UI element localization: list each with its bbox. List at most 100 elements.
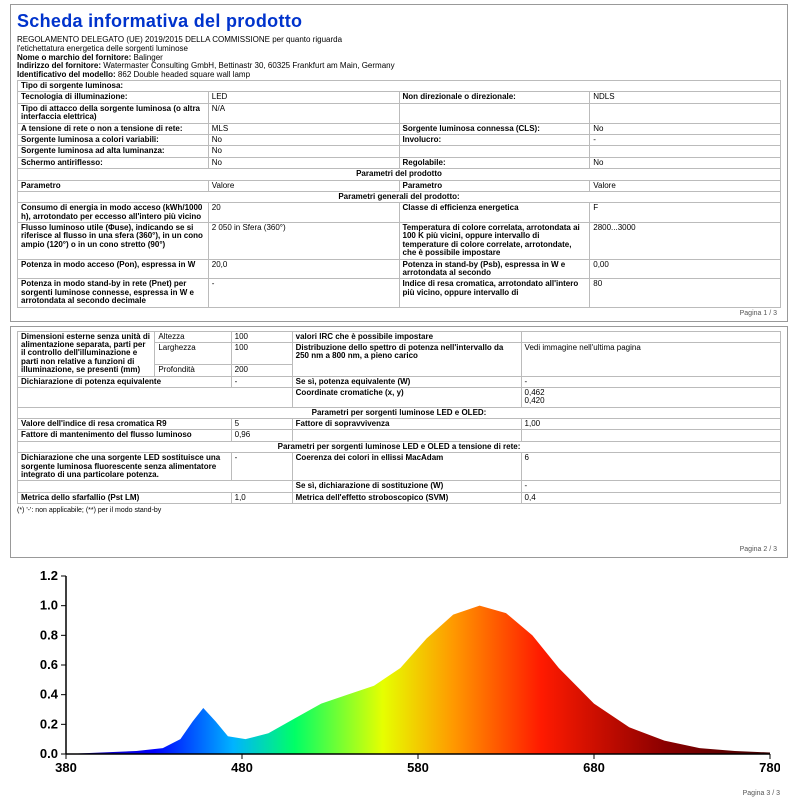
v-lbl-2: Valore: [590, 180, 781, 191]
dim-label: Dimensioni esterne senza unità di alimen…: [18, 331, 155, 376]
supplier-value: Balinger: [133, 53, 162, 62]
doc-title: Scheda informativa del prodotto: [17, 9, 781, 36]
svg-text:0.4: 0.4: [40, 687, 59, 702]
fm-val: 0,96: [231, 430, 292, 441]
tech-label: Tecnologia di illuminazione:: [18, 92, 209, 103]
svg-text:680: 680: [583, 760, 605, 775]
peq2-val: -: [521, 376, 780, 387]
alta-label: Sorgente luminosa ad alta luminanza:: [18, 146, 209, 157]
mac2-label: Se sì, dichiarazione di sostituzione (W): [292, 481, 521, 492]
peq-val: -: [231, 376, 292, 387]
address-label: Indirizzo del fornitore:: [17, 61, 101, 70]
coord-label: Coordinate cromatiche (x, y): [292, 387, 521, 407]
psb2-label: Potenza in modo stand-by in rete (Pnet) …: [18, 279, 209, 307]
supplier-label: Nome o marchio del fornitore:: [17, 53, 131, 62]
att-val: N/A: [208, 103, 399, 123]
lar-val: 100: [231, 342, 292, 364]
ledrete-section: Parametri per sorgenti luminose LED e OL…: [18, 441, 781, 452]
svm-val: 0,4: [521, 492, 780, 503]
att-label: Tipo di attacco della sorgente luminosa …: [18, 103, 209, 123]
svg-text:380: 380: [55, 760, 77, 775]
cls-val: No: [590, 123, 781, 134]
spectrum-svg: 0.0 0.2 0.4 0.6 0.8 1.0 1.2 380 480 580 680 780: [20, 568, 780, 778]
pon-val: 20,0: [208, 259, 399, 279]
fluor-val: -: [231, 453, 292, 481]
v-lbl-1: Valore: [208, 180, 399, 191]
model-value: 862 Double headed square wall lamp: [118, 70, 250, 79]
mac2-val: -: [521, 481, 780, 492]
p-lbl-2: Parametro: [399, 180, 590, 191]
svg-text:0.8: 0.8: [40, 628, 58, 643]
svg-text:580: 580: [407, 760, 429, 775]
temp-val: 2800...3000: [590, 223, 781, 260]
psb-val: 0,00: [590, 259, 781, 279]
svg-text:0.6: 0.6: [40, 657, 58, 672]
irc-label: Indice di resa cromatica, arrotondato al…: [399, 279, 590, 307]
mac-label: Coerenza dei colori in ellissi MacAdam: [292, 453, 521, 481]
address-value: Watermaster Consulting GmbH, Bettinastr …: [103, 61, 394, 70]
inv-val: -: [590, 134, 781, 145]
svg-text:1.0: 1.0: [40, 598, 58, 613]
page-2: Dimensioni esterne senza unità di alimen…: [10, 326, 788, 559]
rete-val: MLS: [208, 123, 399, 134]
flick-val: 1,0: [231, 492, 292, 503]
flux-val: 2 050 in Sfera (360°): [208, 223, 399, 260]
pon-label: Potenza in modo acceso (Pon), espressa i…: [18, 259, 209, 279]
svm-label: Metrica dell'effetto stroboscopico (SVM): [292, 492, 521, 503]
mac-val: 6: [521, 453, 780, 481]
pro-val: 200: [231, 365, 292, 376]
dir-label: Non direzionale o direzionale:: [399, 92, 590, 103]
page-number-1: Pagina 1 / 3: [17, 308, 781, 317]
model-label: Identificativo del modello:: [17, 70, 116, 79]
tipo-label: Tipo di sorgente luminosa:: [18, 80, 781, 91]
spec-table-2: Dimensioni esterne senza unità di alimen…: [17, 331, 781, 505]
class-val: F: [590, 203, 781, 223]
alt-label: Altezza: [155, 331, 231, 342]
model-row: Identificativo del modello: 862 Double h…: [17, 71, 781, 80]
lar-label: Larghezza: [155, 342, 231, 364]
peq-label: Dichiarazione di potenza equivalente: [18, 376, 232, 387]
svg-text:480: 480: [231, 760, 253, 775]
p-lbl-1: Parametro: [18, 180, 209, 191]
surv-label: Fattore di sopravvivenza: [292, 419, 521, 430]
psb-label: Potenza in stand-by (Psb), espressa in W…: [399, 259, 590, 279]
irc2-label: valori IRC che è possibile impostare: [292, 331, 521, 342]
svg-text:1.2: 1.2: [40, 568, 58, 583]
footnote: (*) '-': non applicabile; (**) per il mo…: [17, 504, 781, 514]
dir-val: NDLS: [590, 92, 781, 103]
flux-label: Flusso luminoso utile (Φuse), indicando …: [18, 223, 209, 260]
temp-label: Temperatura di colore correlata, arroton…: [399, 223, 590, 260]
cons-val: 20: [208, 203, 399, 223]
schermo-label: Schermo antiriflesso:: [18, 157, 209, 168]
colori-label: Sorgente luminosa a colori variabili:: [18, 134, 209, 145]
spectrum-chart: 0.0 0.2 0.4 0.6 0.8 1.0 1.2 380 480 580 680 780: [20, 568, 778, 778]
spd-label: Distribuzione dello spettro di potenza n…: [292, 342, 521, 376]
inv-label: Involucro:: [399, 134, 590, 145]
page-number-2: Pagina 2 / 3: [17, 544, 781, 553]
param-section: Parametri del prodotto: [18, 169, 781, 180]
rete-label: A tensione di rete o non a tensione di r…: [18, 123, 209, 134]
surv-val: 1,00: [521, 419, 780, 430]
psb2-val: -: [208, 279, 399, 307]
colori-val: No: [208, 134, 399, 145]
fluor-label: Dichiarazione che una sorgente LED sosti…: [18, 453, 232, 481]
spd-val: Vedi immagine nell'ultima pagina: [521, 342, 780, 376]
gen-section: Parametri generali del prodotto:: [18, 191, 781, 202]
reg-label: Regolabile:: [399, 157, 590, 168]
alta-val: No: [208, 146, 399, 157]
reg-val: No: [590, 157, 781, 168]
spec-table-1: Tipo di sorgente luminosa: Tecnologia di…: [17, 80, 781, 308]
tech-val: LED: [208, 92, 399, 103]
led-section: Parametri per sorgenti luminose LED e OL…: [18, 407, 781, 418]
schermo-val: No: [208, 157, 399, 168]
r9-label: Valore dell'indice di resa cromatica R9: [18, 419, 232, 430]
flick-label: Metrica dello sfarfallio (Pst LM): [18, 492, 232, 503]
coord-y: 0,420: [525, 396, 545, 405]
fm-label: Fattore di mantenimento del flusso lumin…: [18, 430, 232, 441]
svg-text:0.0: 0.0: [40, 746, 58, 761]
irc-val: 80: [590, 279, 781, 307]
svg-text:0.2: 0.2: [40, 717, 58, 732]
page-number-3: Pagina 3 / 3: [0, 788, 784, 797]
svg-text:780: 780: [759, 760, 780, 775]
r9-val: 5: [231, 419, 292, 430]
